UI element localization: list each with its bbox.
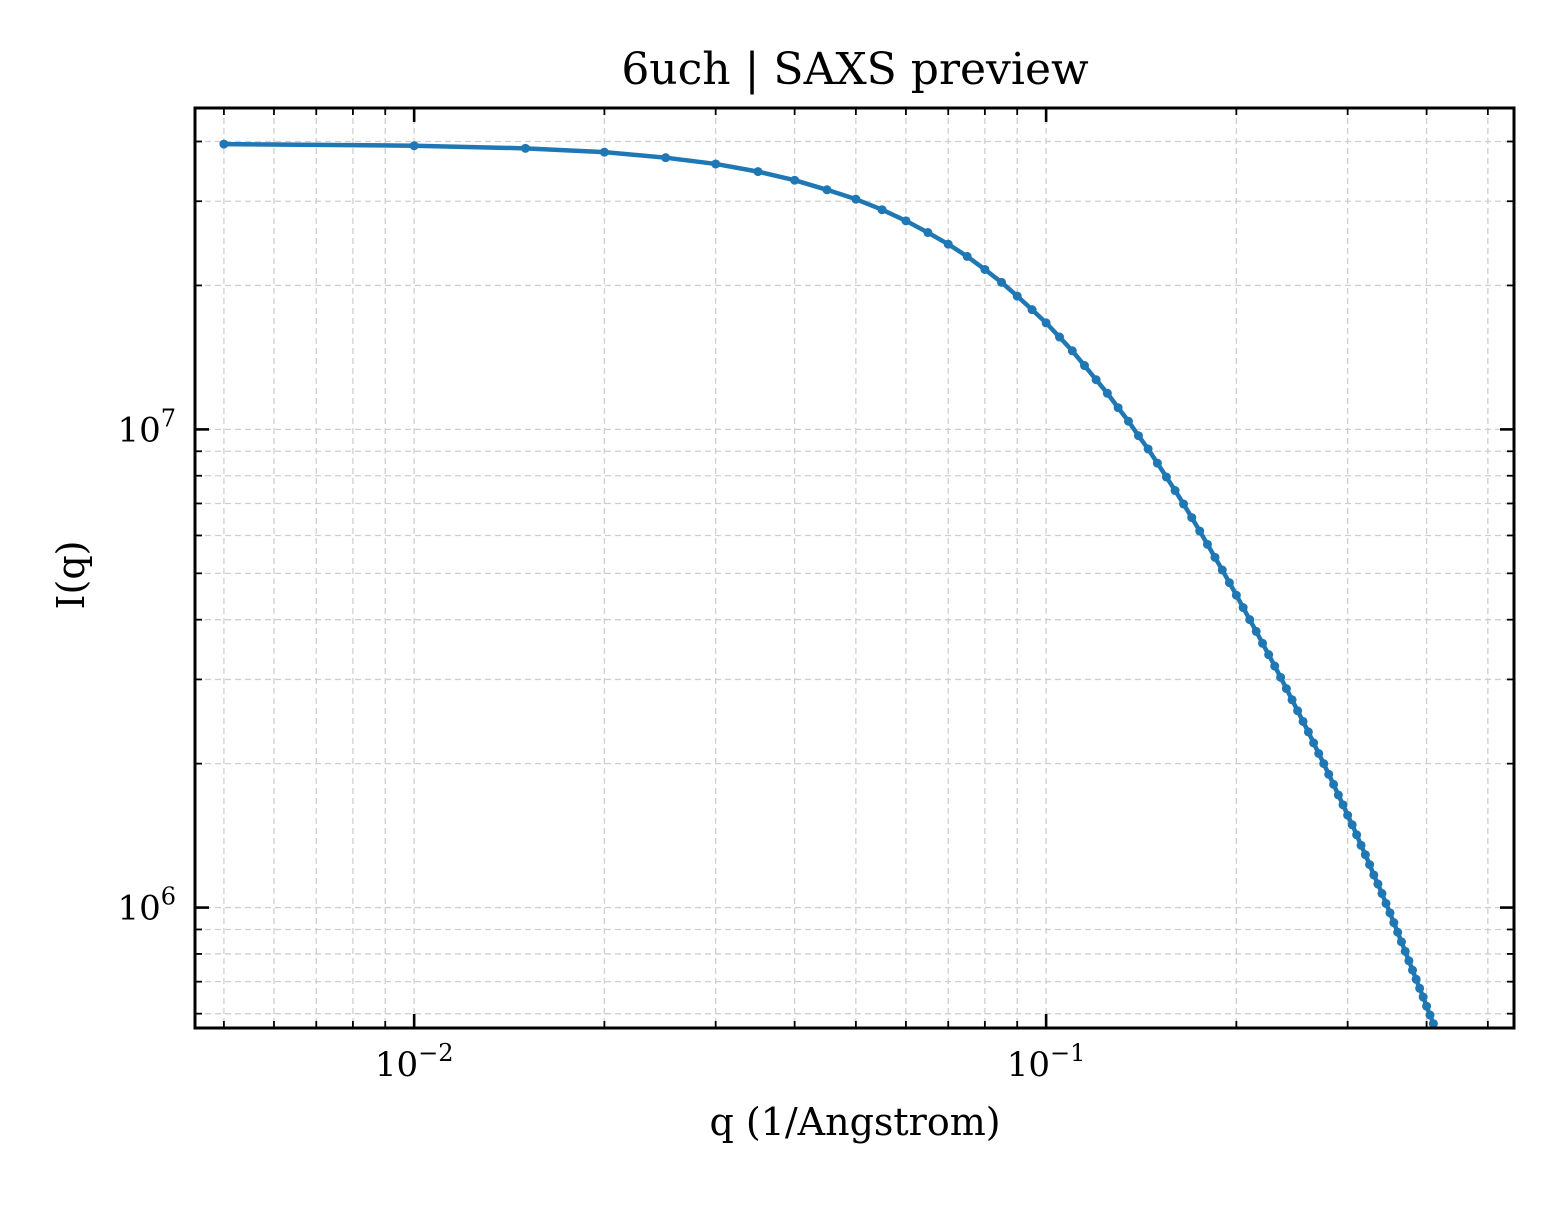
data-point <box>1102 388 1112 398</box>
data-point <box>1389 918 1399 928</box>
data-point <box>1393 927 1403 937</box>
data-point <box>1258 638 1268 648</box>
data-point <box>1079 361 1089 371</box>
y-tick-label: 106 <box>117 883 176 929</box>
grid <box>195 108 1514 1028</box>
x-tick-label: 10−2 <box>375 1039 454 1085</box>
data-point <box>1238 603 1248 613</box>
data-point <box>1425 1010 1435 1020</box>
data-point <box>1245 615 1255 625</box>
data-point <box>1415 983 1425 993</box>
data-point <box>1365 860 1375 870</box>
data-point <box>1324 769 1334 779</box>
data-point <box>1422 1001 1432 1011</box>
data-point <box>1091 375 1101 385</box>
data-point <box>219 139 229 149</box>
data-point <box>1041 318 1051 328</box>
data-point <box>1161 472 1171 482</box>
data-point <box>1179 499 1189 509</box>
data-point <box>1404 956 1414 966</box>
data-point <box>1287 695 1297 705</box>
data-point <box>1319 759 1329 769</box>
data-point <box>1411 974 1421 984</box>
data-point <box>1270 661 1280 671</box>
data-point <box>1113 403 1123 413</box>
chart-title: 6uch | SAXS preview <box>621 44 1089 95</box>
data-point <box>599 147 609 157</box>
data-point <box>1309 738 1319 748</box>
plot-frame <box>193 106 1516 1030</box>
data-point <box>1303 727 1313 737</box>
data-point <box>1381 898 1391 908</box>
data-point <box>1276 672 1286 682</box>
data-point <box>661 153 671 163</box>
data-point <box>409 141 419 151</box>
data-point <box>1251 626 1261 636</box>
data-point <box>1012 291 1022 301</box>
data-point <box>1067 346 1077 356</box>
data-point <box>1352 830 1362 840</box>
y-tick-label: 107 <box>117 404 176 450</box>
data-point <box>520 143 530 153</box>
data-point <box>1195 526 1205 536</box>
x-axis-label: q (1/Angstrom) <box>709 1100 1000 1144</box>
data-point <box>1202 539 1212 549</box>
data-point <box>711 159 721 169</box>
data-point <box>1152 458 1162 468</box>
data-point <box>1314 749 1324 758</box>
data-point <box>1217 565 1227 575</box>
data-point <box>1343 810 1353 820</box>
data-point <box>901 216 911 226</box>
data-point <box>943 239 953 249</box>
data-point <box>822 185 832 195</box>
data-point <box>790 175 800 185</box>
data-point <box>1133 431 1143 441</box>
data-point <box>1408 965 1418 975</box>
data-point <box>1123 416 1133 426</box>
series-line <box>221 141 1436 1026</box>
data-point <box>1055 332 1065 342</box>
data-point <box>1377 889 1387 899</box>
data-point <box>1360 850 1370 860</box>
data-point <box>1231 590 1241 600</box>
ticks: 10−2 10−1 106 107 <box>117 108 1514 1085</box>
data-point <box>997 277 1007 287</box>
data-point <box>851 194 861 204</box>
data-point <box>1187 513 1197 523</box>
series-layer <box>219 139 1438 1029</box>
data-point <box>1338 800 1348 810</box>
data-point <box>1281 684 1291 694</box>
y-axis-label: I(q) <box>49 541 93 610</box>
data-point <box>1369 870 1379 880</box>
data-point <box>1428 1019 1438 1029</box>
data-point <box>1347 820 1357 830</box>
data-point <box>1385 908 1395 918</box>
data-point <box>962 251 972 261</box>
data-point <box>877 205 887 215</box>
data-point <box>1333 790 1343 800</box>
data-point <box>1224 578 1234 588</box>
data-point <box>753 167 763 177</box>
data-point <box>1210 552 1220 562</box>
data-point <box>1027 305 1037 315</box>
data-point <box>1298 716 1308 726</box>
data-point <box>1170 486 1180 496</box>
x-tick-label: 10−1 <box>1007 1039 1086 1085</box>
data-point <box>1396 937 1406 947</box>
data-point <box>1356 840 1366 850</box>
data-point <box>1143 444 1153 454</box>
data-point <box>980 264 990 274</box>
data-point <box>1373 879 1383 889</box>
data-point <box>1400 946 1410 956</box>
data-point <box>923 228 933 238</box>
data-point <box>1418 992 1428 1002</box>
data-point <box>1329 779 1339 789</box>
data-point <box>1264 650 1274 660</box>
data-point <box>1293 706 1303 716</box>
